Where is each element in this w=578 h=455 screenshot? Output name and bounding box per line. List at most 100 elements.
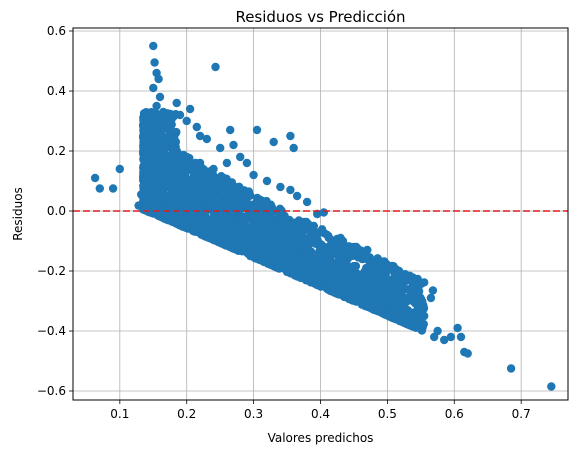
data-point: [403, 314, 412, 324]
data-point: [365, 254, 374, 264]
data-point: [433, 326, 442, 336]
data-point: [142, 167, 151, 177]
data-point: [252, 214, 261, 223]
data-point: [212, 174, 221, 183]
data-point: [266, 260, 275, 270]
data-point: [269, 137, 278, 147]
data-point: [170, 164, 180, 173]
x-tick-label: 0.6: [445, 407, 464, 421]
data-point: [172, 98, 181, 108]
data-point: [256, 226, 266, 235]
data-point: [363, 245, 372, 255]
data-point: [416, 320, 425, 330]
data-point: [288, 266, 297, 275]
data-point: [149, 41, 158, 51]
data-point: [349, 242, 359, 252]
data-point: [396, 293, 405, 303]
data-point: [167, 203, 176, 213]
data-point: [211, 62, 220, 72]
data-point: [343, 272, 352, 282]
data-point: [363, 290, 372, 300]
data-point: [241, 215, 250, 225]
data-point: [201, 216, 210, 226]
data-point: [317, 225, 327, 234]
data-point: [242, 222, 251, 231]
data-point: [506, 364, 516, 373]
data-point: [165, 137, 175, 147]
data-point: [426, 293, 436, 303]
data-point: [258, 250, 268, 259]
x-tick-label: 0.4: [311, 407, 330, 421]
data-point: [195, 131, 205, 141]
data-point: [364, 262, 373, 271]
data-point: [147, 180, 157, 190]
data-point: [189, 182, 198, 192]
data-point: [202, 134, 211, 144]
data-point: [216, 230, 225, 240]
data-point: [209, 164, 218, 174]
data-point: [269, 248, 278, 258]
data-point: [383, 275, 392, 285]
data-point: [149, 135, 158, 144]
data-point: [440, 335, 449, 345]
data-point: [275, 208, 284, 217]
data-point: [186, 189, 195, 198]
data-point: [175, 196, 185, 205]
y-tick-label: 0.6: [47, 24, 66, 38]
data-point: [177, 184, 187, 194]
data-point: [313, 209, 322, 219]
data-point: [178, 221, 187, 231]
data-point: [341, 244, 351, 253]
data-point: [140, 156, 149, 165]
data-point: [159, 107, 168, 117]
data-point: [95, 184, 105, 193]
data-point: [414, 285, 423, 294]
data-point: [377, 281, 386, 290]
data-point: [306, 257, 315, 267]
data-point: [169, 146, 178, 156]
data-point: [336, 233, 345, 243]
data-point: [232, 236, 241, 246]
data-point: [376, 293, 385, 303]
data-point: [348, 250, 358, 260]
data-point: [286, 185, 295, 195]
data-point: [296, 257, 305, 267]
data-point: [351, 294, 360, 304]
data-point: [276, 221, 285, 231]
data-point: [175, 110, 185, 120]
data-point: [276, 182, 285, 192]
data-point: [192, 122, 201, 132]
data-point: [152, 101, 161, 111]
data-point: [335, 269, 344, 278]
data-point: [154, 74, 163, 84]
data-point: [289, 143, 298, 153]
data-point: [254, 196, 263, 205]
data-point: [456, 332, 466, 342]
data-point: [162, 116, 171, 126]
x-tick-label: 0.1: [110, 407, 129, 421]
data-point: [242, 239, 252, 249]
data-point: [269, 233, 278, 242]
data-point: [356, 251, 365, 261]
y-tick-label: −0.6: [37, 384, 66, 398]
data-point: [216, 143, 225, 153]
data-point: [463, 349, 472, 358]
x-tick-label: 0.7: [512, 407, 531, 421]
data-point: [229, 140, 238, 150]
x-tick-label: 0.3: [244, 407, 263, 421]
data-point: [167, 196, 177, 205]
data-point: [323, 266, 332, 276]
data-point: [247, 250, 256, 260]
data-point: [202, 191, 211, 201]
data-point: [115, 164, 125, 174]
chart-title: Residuos vs Predicción: [235, 8, 405, 26]
data-point: [223, 176, 232, 185]
y-tick-label: 0.4: [47, 84, 66, 98]
data-point: [140, 110, 149, 120]
data-point: [199, 229, 209, 239]
data-point: [189, 221, 198, 231]
data-point: [323, 230, 332, 240]
data-point: [166, 122, 175, 132]
data-point: [385, 311, 394, 320]
data-point: [216, 182, 225, 192]
